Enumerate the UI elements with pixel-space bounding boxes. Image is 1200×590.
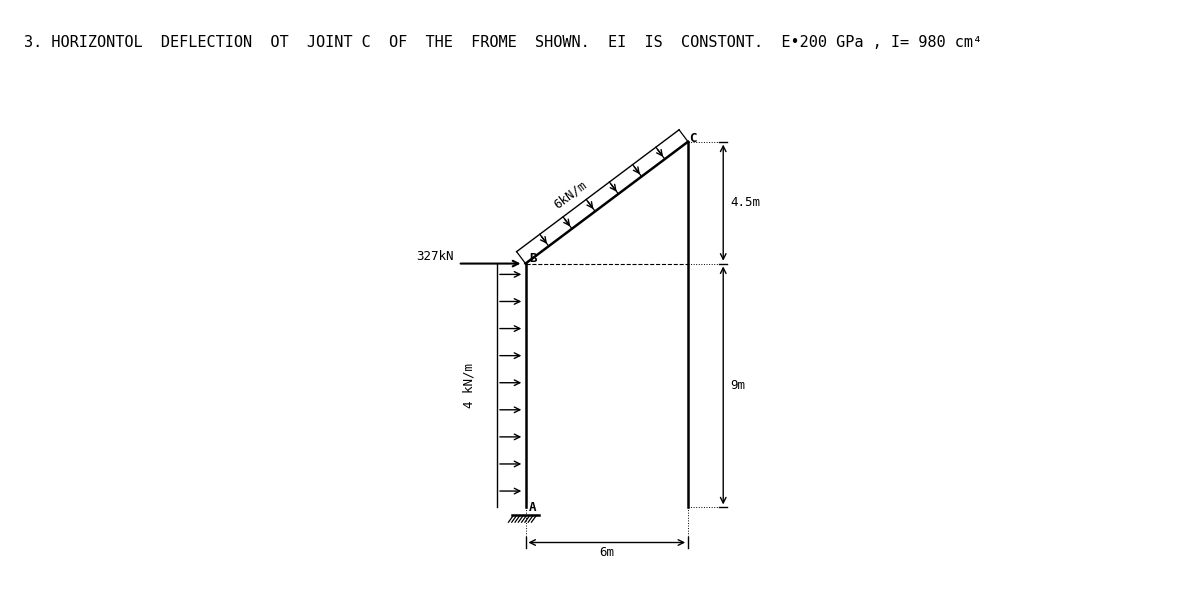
Text: A: A	[529, 502, 536, 514]
Text: 4.5m: 4.5m	[730, 196, 760, 209]
Text: 4 kN/m: 4 kN/m	[462, 363, 475, 408]
Text: B: B	[529, 252, 536, 266]
Text: 6m: 6m	[599, 546, 614, 559]
Text: 9m: 9m	[730, 379, 745, 392]
Text: 6kN/m: 6kN/m	[551, 178, 589, 211]
Text: 327kN: 327kN	[416, 250, 454, 263]
Text: 3. HORIZONTOL  DEFLECTION  OT  JOINT C  OF  THE  FROME  SHOWN.  EI  IS  CONSTONT: 3. HORIZONTOL DEFLECTION OT JOINT C OF T…	[24, 35, 982, 50]
Text: C: C	[689, 132, 697, 145]
